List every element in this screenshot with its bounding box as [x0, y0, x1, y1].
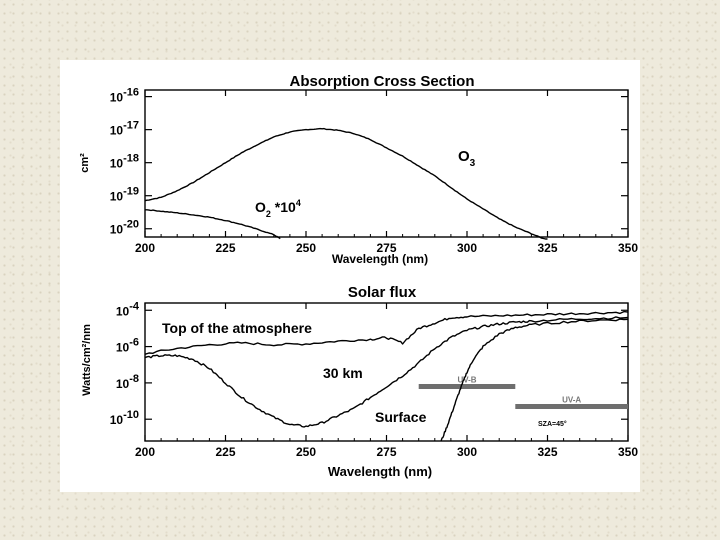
- absorption-chart-title: Absorption Cross Section: [289, 73, 474, 90]
- solar-flux-x-axis-label: Wavelength (nm): [328, 464, 432, 479]
- absorption-chart: Absorption Cross Section 200 225 250 275 300…: [79, 73, 638, 266]
- thirty-km-label: 30 km: [323, 365, 363, 381]
- absorption-x-tick-label: 200: [135, 241, 155, 255]
- series-top-of-the-atmosphere: [144, 310, 629, 355]
- series-o2-10-4: [145, 209, 281, 240]
- absorption-x-tick-label: 250: [296, 241, 316, 255]
- solar-flux-series: [144, 310, 629, 441]
- absorption-x-tick-label: 225: [215, 241, 235, 255]
- solar-flux-y-axis-label: Watts/cm²/nm: [81, 324, 93, 396]
- series-o3: [144, 127, 548, 240]
- absorption-y-axis-label: cm²: [79, 153, 91, 173]
- absorption-plot-frame: [144, 89, 629, 238]
- solar-flux-chart-title: Solar flux: [348, 284, 417, 301]
- absorption-y-tick-label: 10-16: [110, 87, 139, 105]
- absorption-y-tick-label: 10-20: [110, 219, 139, 237]
- solar-flux-chart: Solar flux 200 225 250 275 300 325 350 10-410-…: [81, 284, 638, 479]
- absorption-x-tick-label: 275: [376, 241, 396, 255]
- o3-label: O3: [458, 148, 476, 169]
- absorption-y-tick-labels: 10-16 10-17 10-18 10-19 10-20: [110, 87, 139, 237]
- absorption-series: [144, 127, 548, 240]
- solar-flux-x-tick-label: 200: [135, 445, 155, 459]
- absorption-ticks: [144, 90, 629, 237]
- absorption-x-tick-label: 325: [537, 241, 557, 255]
- solar-flux-y-tick-labels: 10-4 10-6 10-8 10-10: [110, 300, 140, 427]
- solar-flux-y-tick-label: 10-4: [116, 300, 140, 318]
- solar-flux-y-tick-label: 10-6: [116, 337, 139, 355]
- solar-flux-x-tick-label: 350: [618, 445, 638, 459]
- solar-flux-x-tick-label: 250: [296, 445, 316, 459]
- solar-flux-y-tick-label: 10-10: [110, 409, 139, 427]
- slide: Absorption Cross Section 200 225 250 275 300…: [60, 60, 640, 492]
- o2-label: O2 *104: [255, 198, 301, 219]
- uv-bands: UV-B UV-A: [418, 376, 628, 409]
- solar-flux-y-tick-label: 10-8: [116, 373, 139, 391]
- absorption-x-axis-label: Wavelength (nm): [332, 252, 428, 266]
- solar-flux-x-tick-label: 300: [457, 445, 477, 459]
- charts-figure: Absorption Cross Section 200 225 250 275 300…: [79, 73, 638, 479]
- top-of-atmosphere-label: Top of the atmosphere: [162, 320, 312, 336]
- solar-flux-x-tick-label: 325: [537, 445, 557, 459]
- band-uv-b-label: UV-B: [457, 376, 476, 385]
- solar-flux-x-tick-labels: 200 225 250 275 300 325 350: [135, 445, 638, 459]
- absorption-y-tick-label: 10-17: [110, 120, 139, 138]
- surface-label: Surface: [375, 409, 427, 425]
- absorption-y-tick-label: 10-18: [110, 153, 139, 171]
- absorption-x-tick-label: 300: [457, 241, 477, 255]
- sza-label: SZA=45°: [538, 420, 567, 428]
- solar-flux-x-tick-label: 275: [376, 445, 396, 459]
- absorption-x-tick-label: 350: [618, 241, 638, 255]
- absorption-y-tick-label: 10-19: [110, 186, 139, 204]
- solar-flux-x-tick-label: 225: [215, 445, 235, 459]
- band-uv-a-label: UV-A: [562, 396, 581, 405]
- absorption-x-tick-labels: 200 225 250 275 300 325 350: [135, 241, 638, 255]
- solar-flux-ticks: [144, 303, 629, 441]
- series-surface: [440, 318, 629, 441]
- series-30-km: [144, 316, 629, 428]
